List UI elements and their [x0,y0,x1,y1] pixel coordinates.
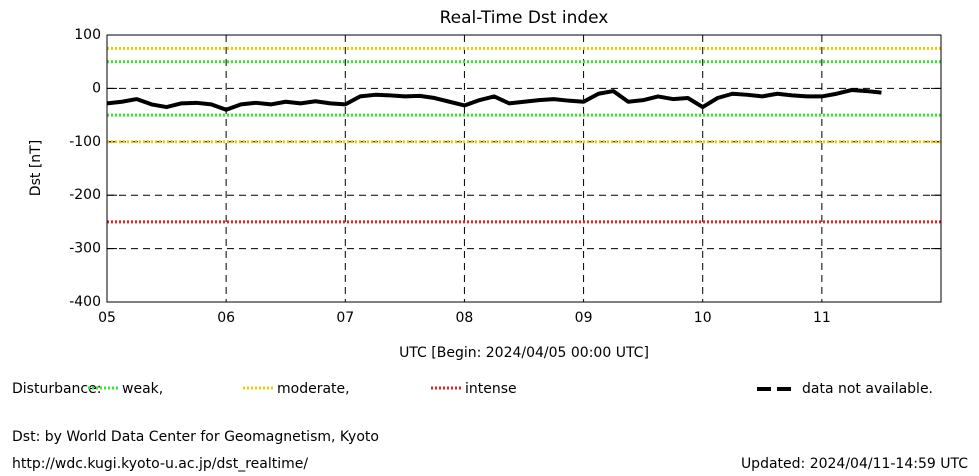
y-tick-label: 0 [92,80,101,96]
y-tick-label: -100 [69,134,101,150]
data-line [106,88,882,112]
legend-label: moderate, [277,381,350,397]
y-tick-label: -400 [69,294,101,310]
x-axis-label: UTC [Begin: 2024/04/05 00:00 UTC] [399,345,649,361]
x-tick-label: 09 [575,310,593,326]
y-tick-label: -300 [69,241,101,257]
updated: Updated: 2024/04/11-14:59 UTC [741,456,968,472]
legend-title: Disturbance: [12,381,101,397]
legend-label: data not available. [802,381,933,397]
legend-label: weak, [122,381,163,397]
y-axis-label: Dst [nT] [28,140,44,196]
source: Dst: by World Data Center for Geomagneti… [12,429,379,445]
chart-title: Real-Time Dst index [440,8,609,28]
x-tick-label: 07 [336,310,354,326]
y-tick-label: -200 [69,187,101,203]
x-tick-label: 06 [217,310,235,326]
y-tick-label: 100 [74,27,101,43]
x-tick-label: 08 [456,310,474,326]
x-tick-label: 11 [813,310,831,326]
x-tick-label: 10 [694,310,712,326]
plot-frame [106,34,942,303]
url: http://wdc.kugi.kyoto-u.ac.jp/dst_realti… [12,456,308,472]
legend-label: intense [465,381,517,397]
x-tick-label: 05 [98,310,116,326]
